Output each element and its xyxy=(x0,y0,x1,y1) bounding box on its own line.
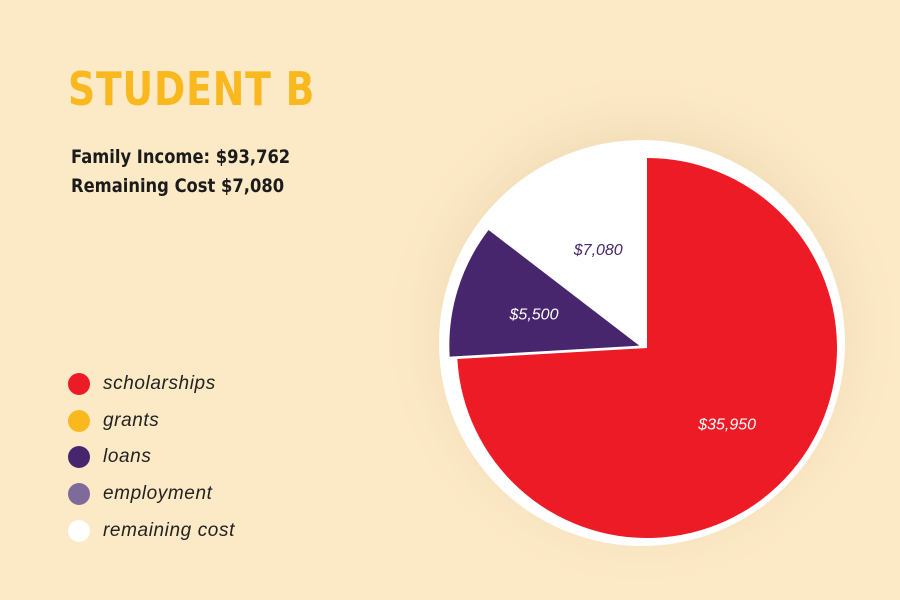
legend-label-scholarships: scholarships xyxy=(103,373,216,395)
legend: scholarships grants loans employment rem… xyxy=(68,366,235,549)
legend-item-grants: grants xyxy=(68,403,235,440)
legend-label-grants: grants xyxy=(103,409,160,431)
legend-label-remaining-cost: remaining cost xyxy=(103,519,235,541)
pie-label-loans: $5,500 xyxy=(509,306,559,323)
pie-slice-scholarships xyxy=(457,158,838,539)
legend-label-loans: loans xyxy=(103,446,152,468)
pie-slice-loans xyxy=(449,230,640,357)
legend-item-loans: loans xyxy=(68,439,235,476)
legend-swatch-grants xyxy=(68,409,90,432)
legend-item-employment: employment xyxy=(68,476,235,513)
pie-labels: $35,950 $5,500 $7,080 xyxy=(509,242,757,433)
pie-label-remaining-cost: $7,080 xyxy=(573,242,623,259)
legend-swatch-employment xyxy=(68,483,90,506)
legend-item-scholarships: scholarships xyxy=(68,366,235,403)
legend-item-remaining-cost: remaining cost xyxy=(68,512,235,549)
pie-label-scholarships: $35,950 xyxy=(697,417,756,434)
remaining-cost-text: Remaining Cost $7,080 xyxy=(71,175,285,197)
legend-swatch-loans xyxy=(68,446,90,469)
info-block: Family Income: $93,762 Remaining Cost $7… xyxy=(71,143,290,201)
pie-slices xyxy=(449,158,838,539)
legend-swatch-scholarships xyxy=(68,373,90,396)
legend-label-employment: employment xyxy=(103,483,213,505)
family-income-text: Family Income: $93,762 xyxy=(71,146,291,168)
page-title: STUDENT B xyxy=(68,62,316,116)
pie-slice-remaining-cost xyxy=(496,158,647,348)
legend-swatch-remaining-cost xyxy=(68,519,90,542)
